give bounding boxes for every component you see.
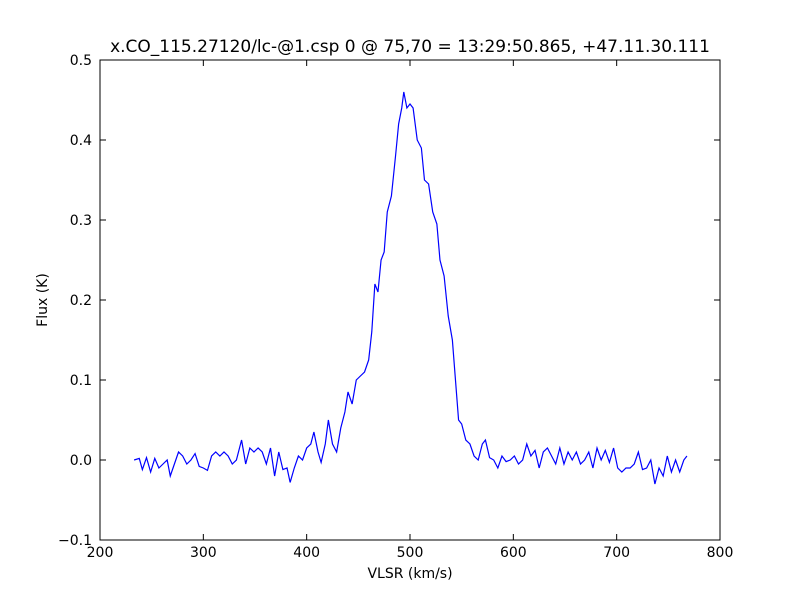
y-tick-label: 0.3 xyxy=(70,213,92,229)
y-tick-label: 0.2 xyxy=(70,293,92,309)
x-tick-label: 800 xyxy=(707,545,734,561)
x-tick-label: 300 xyxy=(190,545,217,561)
x-tick-label: 200 xyxy=(87,545,114,561)
x-tick-label: 400 xyxy=(293,545,320,561)
y-tick-label: 0.0 xyxy=(70,453,92,469)
y-tick-label: 0.1 xyxy=(70,373,92,389)
x-tick-label: 700 xyxy=(603,545,630,561)
y-axis-label: Flux (K) xyxy=(35,273,51,327)
chart-title: x.CO_115.27120/lc-@1.csp 0 @ 75,70 = 13:… xyxy=(110,37,710,57)
x-tick-label: 500 xyxy=(397,545,424,561)
y-tick-label: 0.5 xyxy=(70,53,92,69)
y-tick-label: −0.1 xyxy=(58,533,92,549)
x-axis-label: VLSR (km/s) xyxy=(367,566,452,582)
data-line xyxy=(133,91,688,485)
x-tick-label: 600 xyxy=(500,545,527,561)
y-tick-label: 0.4 xyxy=(70,133,92,149)
